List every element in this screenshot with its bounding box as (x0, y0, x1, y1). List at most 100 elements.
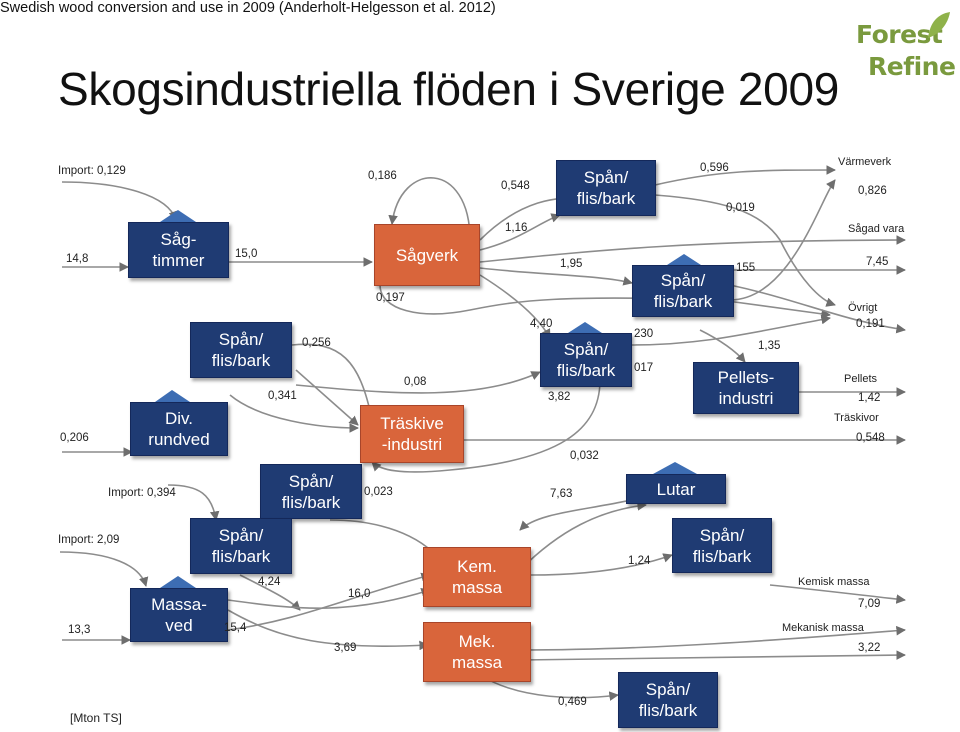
node-span-flis-bark-8: Spån/flis/bark (618, 672, 718, 728)
flow-1-35 (699, 329, 746, 363)
flow-label: Import: 0,394 (108, 487, 176, 499)
flow-label: 230 (634, 328, 654, 340)
forest-refine-logo: Forest Refine (846, 8, 956, 100)
flow-155 (729, 284, 906, 334)
flow-label: 1,24 (628, 555, 651, 567)
flow-kemisk-out (769, 584, 906, 604)
flow-0-019 (654, 194, 836, 307)
output-value: 7,45 (866, 256, 889, 268)
output-value: 7,09 (858, 598, 881, 610)
output-kemisk-massa: Kemisk massa (798, 576, 870, 588)
node-span-flis-bark-6: Spån/flis/bark (540, 333, 632, 387)
flow-label: 7,63 (550, 488, 573, 500)
node-pellets-industri: Pellets-industri (693, 362, 799, 414)
flow-label: 0,548 (501, 180, 530, 192)
flow-import-div (167, 484, 220, 521)
output-sagad-vara: Sågad vara (848, 223, 905, 235)
marker-triangle (160, 210, 196, 222)
flow-label: Import: 0,129 (58, 165, 126, 177)
flow-label: 0,019 (726, 202, 755, 214)
flow-4-40 (479, 274, 551, 339)
logo-text-line1: Forest (856, 20, 943, 49)
marker-triangle (155, 390, 190, 402)
flow-label: 1,16 (505, 222, 528, 234)
flow-to-sagad-vara (479, 235, 906, 263)
flow-label: 14,8 (66, 253, 89, 265)
node-span-flis-bark-4: Spån/flis/bark (556, 160, 656, 216)
flow-label: 0,341 (268, 390, 297, 402)
node-span-flis-bark-1: Spån/flis/bark (190, 322, 292, 378)
flow-label: 4,24 (258, 576, 281, 588)
output-traskivor: Träskivor (834, 412, 879, 424)
marker-triangle (667, 254, 701, 265)
node-div-rundved: Div. rundved (130, 402, 228, 456)
output-value: 0,191 (856, 318, 885, 330)
page-title: Skogsindustriella flöden i Sverige 2009 (58, 63, 840, 115)
node-mek-massa: Mek. massa (423, 622, 531, 682)
node-span-flis-bark-7: Spån/flis/bark (672, 518, 772, 573)
leaf-icon (928, 12, 950, 38)
node-kem-massa: Kem. massa (423, 547, 531, 607)
flow-3-22 (519, 650, 906, 661)
flow-mekanisk-out (519, 625, 906, 651)
flow-0-596 (654, 165, 836, 186)
flow-varmeverk-out (729, 179, 836, 301)
flow-import-sagtimmer (61, 181, 178, 221)
flow-label: 16,0 (348, 588, 371, 600)
flow-label: 13,3 (68, 624, 91, 636)
flow-label: 3,82 (548, 391, 571, 403)
node-sagtimmer: Såg-timmer (128, 222, 229, 278)
flow-label: 15,0 (235, 248, 258, 260)
flow-label: 1,95 (560, 258, 583, 270)
flow-0-256 (291, 343, 376, 421)
flow-0-469 (479, 674, 619, 701)
flow-0-08 (295, 369, 359, 426)
flow-label: 4,40 (530, 318, 553, 330)
flow-1-24 (529, 553, 673, 576)
output-value: 1,42 (858, 392, 881, 404)
flow-0-032 (371, 379, 601, 473)
marker-triangle (568, 322, 602, 333)
flow-3-69 (227, 609, 429, 651)
flow-label: 017 (634, 362, 654, 374)
output-mekanisk-massa: Mekanisk massa (782, 622, 864, 634)
node-traskive-industri: Träskive -industri (360, 405, 464, 463)
flow-3-82 (295, 371, 541, 394)
flow-label: 1,35 (758, 340, 781, 352)
flow-label: 3,69 (334, 642, 357, 654)
node-span-flis-bark-2: Spån/flis/bark (260, 464, 362, 519)
flow-label: 0,197 (376, 292, 405, 304)
source-subtitle: Swedish wood conversion and use in 2009 … (0, 0, 496, 16)
output-ovrigt: Övrigt (848, 302, 878, 314)
flow-label: 0,256 (302, 337, 331, 349)
flow-1-16 (479, 213, 561, 251)
flow-label: Import: 2,09 (58, 534, 120, 546)
flow-1-95 (479, 267, 633, 286)
node-span-flis-bark-5: Spån/flis/bark (632, 265, 734, 317)
flow-label: 0,032 (570, 450, 599, 462)
unit-label: [Mton TS] (70, 711, 122, 725)
output-value: 0,826 (858, 185, 887, 197)
flow-label: 0,08 (404, 376, 427, 388)
flow-import-massa (59, 551, 149, 587)
flow-label: 0,206 (60, 432, 89, 444)
flow-label: 0,186 (368, 170, 397, 182)
output-value: 3,22 (858, 642, 881, 654)
flow-label: 0,469 (558, 696, 587, 708)
output-varmeverk: Värmeverk (838, 156, 892, 168)
flow-7-63 (519, 501, 647, 571)
flow-label: 0,596 (700, 162, 729, 174)
node-lutar: Lutar (626, 474, 726, 504)
output-pellets: Pellets (844, 373, 878, 385)
node-sagverk: Sågverk (374, 224, 480, 286)
logo-text-line2: Refine (868, 52, 956, 81)
node-span-flis-bark-3: Spån/flis/bark (190, 518, 292, 574)
flow-0-341 (229, 394, 359, 433)
flow-span-mid-out (629, 314, 831, 346)
marker-triangle (160, 576, 196, 588)
flow-label: 155 (736, 262, 756, 274)
flow-16-0 (227, 587, 431, 609)
flow-0-186 (388, 177, 471, 241)
marker-triangle (653, 462, 697, 474)
